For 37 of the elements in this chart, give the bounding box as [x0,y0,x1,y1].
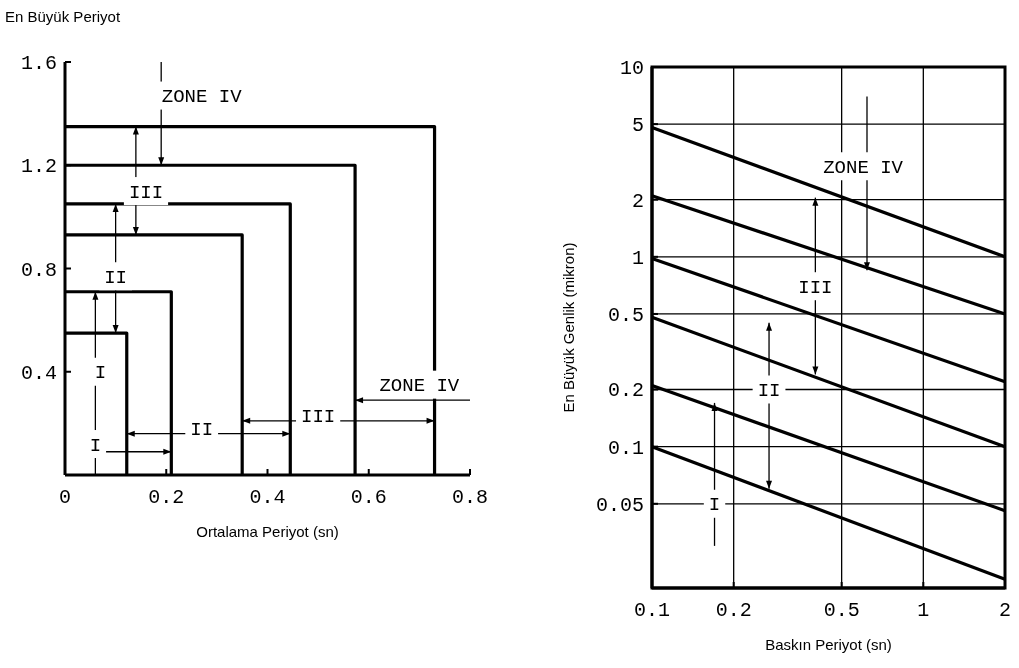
x-axis-title: Ortalama Periyot (sn) [196,523,339,540]
y-tick-label: 1.2 [20,155,57,179]
annotation: I [94,362,107,385]
x-tick-label: 0.2 [715,599,752,622]
x-tick-label: 0.4 [249,486,286,509]
annotation: III [798,276,833,299]
annotation: ZONE IV [379,375,460,398]
y-tick-label: 10 [619,57,644,80]
annotation: II [757,380,781,403]
y-axis-title: En Büyük Periyot [5,8,121,25]
x-tick-label: 0 [58,486,72,509]
y-tick-label: 0.2 [607,379,644,403]
annotation: ZONE IV [823,156,904,179]
annotation: II [104,266,128,289]
y-axis-title: En Büyük Genlik (mikron) [560,242,577,413]
x-tick-label: 0.8 [451,486,489,509]
x-axis-title: Baskın Periyot (sn) [765,636,892,653]
x-tick-label: 2 [998,599,1012,622]
y-tick-label: 0.1 [607,436,644,460]
x-tick-label: 1 [917,599,930,622]
annotation: ZONE IV [161,86,243,109]
annotation: III [301,406,336,429]
y-tick-label: 1 [631,246,644,270]
y-tick-label: 5 [631,114,644,138]
y-tick-label: 2 [631,189,644,213]
y-tick-label: 1.6 [20,52,57,75]
x-tick-label: 0.2 [148,486,185,509]
annotation: I [708,494,721,517]
x-tick-label: 0.6 [350,486,387,509]
annotation: III [128,181,164,204]
y-tick-label: 0.5 [607,303,644,327]
y-tick-label: 0.05 [595,493,644,517]
x-tick-label: 0.5 [823,599,860,622]
annotation: II [190,419,214,442]
y-tick-label: 0.4 [20,361,57,385]
annotation: I [89,434,102,457]
y-tick-label: 0.8 [20,258,57,282]
